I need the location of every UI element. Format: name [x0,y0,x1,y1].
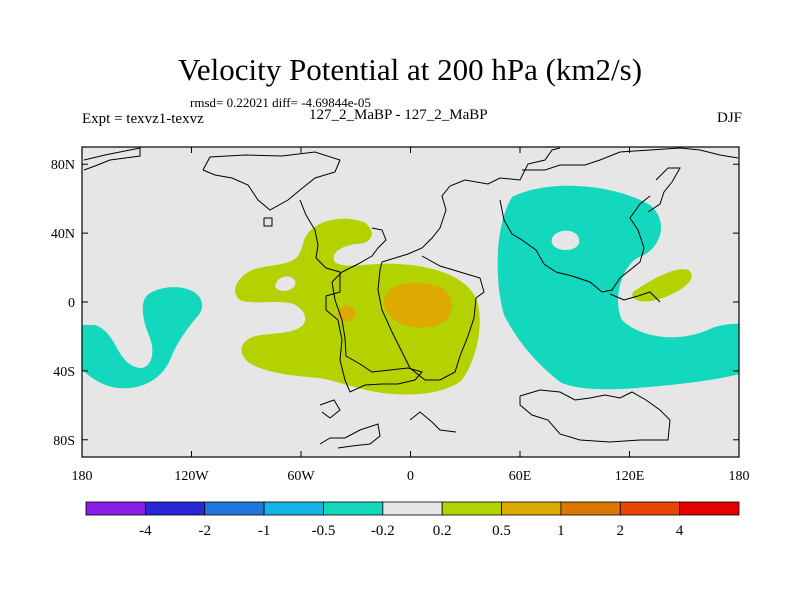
colorbar-swatch [619,501,681,516]
colorbar-swatch [501,501,562,516]
coast-africa [377,255,485,381]
colorbar-swatch [679,501,740,516]
lon-tick-label: 180 [72,469,93,484]
negative-region-pacific-west [82,287,203,389]
colorbar-label: -2 [198,523,211,539]
lat-tick-label: 40S [53,365,75,380]
coast-south-asia [499,195,651,293]
positive-hole-asia [551,230,580,250]
season-label: DJF [716,110,742,126]
coastlines [83,147,739,449]
colorbar-swatch [263,501,324,516]
lon-tick-label: 60E [509,469,532,484]
positive-region-atlantic-africa [235,218,480,395]
coast-north-america [83,147,141,171]
coast-greenland [202,151,341,211]
lon-tick-label: 180 [729,469,750,484]
colorbar-swatch [382,501,443,516]
colorbar-label: -0.5 [312,523,336,539]
colorbar-label: 1 [557,523,565,539]
colorbar-label: 4 [676,523,684,539]
colorbar-swatch [560,501,621,516]
coast-antarctic-peninsula [319,399,341,419]
lon-tick-label: 120E [615,469,645,484]
colorbar: -4 -2 -1 -0.5 -0.2 0.2 0.5 1 2 4 [85,501,740,539]
runs-label: 127_2_MaBP - 127_2_MaBP [309,107,488,123]
plot-title: Velocity Potential at 200 hPa (km2/s) [177,52,643,87]
zero-hole-atlantic [275,276,296,291]
colorbar-label: 0.2 [433,523,452,539]
coast-asia [522,147,739,171]
coast-americas [299,199,423,393]
coast-antarctica-east [409,411,457,433]
lat-tick-label: 80N [51,158,75,173]
colorbar-label: 0.5 [492,523,511,539]
contour-fields [82,185,739,395]
coast-antarctica-west [319,423,381,449]
strong-positive-atlantic-dot [337,305,356,322]
lat-tick-label: 80S [53,434,75,449]
colorbar-swatch [144,501,206,516]
colorbar-label: -1 [258,523,271,539]
colorbar-swatch [85,501,146,516]
colorbar-swatch [323,501,384,516]
experiment-label: Expt = texvz1-texvz [82,111,204,127]
lat-tick-label: 40N [51,227,75,242]
lon-tick-label: 60W [287,469,315,484]
colorbar-label: 2 [617,523,625,539]
coast-australia [519,389,671,443]
colorbar-label: -0.2 [371,523,395,539]
lat-tick-label: 0 [68,296,75,311]
coast-small-island-n [263,217,273,227]
coast-africa-europe [381,147,561,263]
colorbar-swatch [441,501,502,516]
colorbar-swatch [204,501,265,516]
colorbar-label: -4 [139,523,152,539]
coast-maritime [609,291,661,303]
axis-ticks: 180 120W 60W 0 60E 120E 180 80N 40N 0 40S 80S [51,147,750,484]
coast-east-asia [647,167,681,213]
lon-tick-label: 120W [174,469,209,484]
strong-positive-africa [384,283,452,328]
stats-label: rmsd= 0.22021 diff= -4.69844e-05 [190,95,371,110]
lon-tick-label: 0 [407,469,414,484]
